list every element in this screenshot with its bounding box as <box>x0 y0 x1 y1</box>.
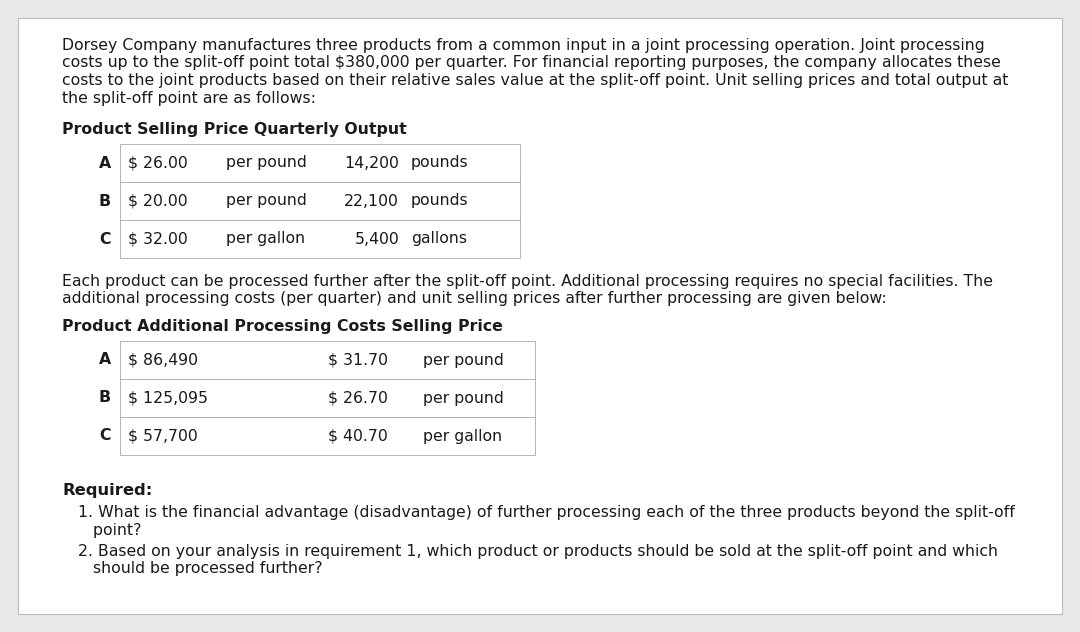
Text: pounds: pounds <box>411 193 469 209</box>
Bar <box>120 417 535 455</box>
Text: B: B <box>99 193 111 209</box>
Text: 22,100: 22,100 <box>345 193 399 209</box>
Text: $ 31.70: $ 31.70 <box>328 353 388 367</box>
Text: C: C <box>99 428 111 444</box>
Text: point?: point? <box>78 523 141 537</box>
Text: B: B <box>99 391 111 406</box>
Text: pounds: pounds <box>411 155 469 171</box>
Text: additional processing costs (per quarter) and unit selling prices after further : additional processing costs (per quarter… <box>62 291 887 307</box>
Text: Required:: Required: <box>62 483 152 498</box>
Text: the split-off point are as follows:: the split-off point are as follows: <box>62 90 316 106</box>
Text: Each product can be processed further after the split-off point. Additional proc: Each product can be processed further af… <box>62 274 993 289</box>
Bar <box>120 144 519 182</box>
Text: per pound: per pound <box>423 353 503 367</box>
Text: $ 26.70: $ 26.70 <box>328 391 388 406</box>
Bar <box>120 182 519 220</box>
Text: 1. What is the financial advantage (disadvantage) of further processing each of : 1. What is the financial advantage (disa… <box>78 505 1015 520</box>
Text: 14,200: 14,200 <box>345 155 399 171</box>
Text: $ 40.70: $ 40.70 <box>328 428 388 444</box>
Text: A: A <box>99 353 111 367</box>
Bar <box>120 379 535 417</box>
Text: A: A <box>99 155 111 171</box>
Text: $ 20.00: $ 20.00 <box>129 193 188 209</box>
Text: gallons: gallons <box>411 231 467 246</box>
Text: $ 26.00: $ 26.00 <box>129 155 188 171</box>
Text: 5,400: 5,400 <box>354 231 399 246</box>
Text: per gallon: per gallon <box>226 231 306 246</box>
Text: $ 86,490: $ 86,490 <box>129 353 198 367</box>
Text: should be processed further?: should be processed further? <box>78 561 323 576</box>
Bar <box>120 341 535 379</box>
Text: $ 57,700: $ 57,700 <box>129 428 198 444</box>
Text: Product Selling Price Quarterly Output: Product Selling Price Quarterly Output <box>62 122 407 137</box>
Text: costs up to the split-off point total $380,000 per quarter. For financial report: costs up to the split-off point total $3… <box>62 56 1001 71</box>
Text: $ 32.00: $ 32.00 <box>129 231 188 246</box>
Text: 2. Based on your analysis in requirement 1, which product or products should be : 2. Based on your analysis in requirement… <box>78 544 998 559</box>
Text: per gallon: per gallon <box>423 428 502 444</box>
Text: $ 125,095: $ 125,095 <box>129 391 208 406</box>
Text: C: C <box>99 231 111 246</box>
Text: per pound: per pound <box>423 391 503 406</box>
Text: per pound: per pound <box>226 193 307 209</box>
Text: per pound: per pound <box>226 155 307 171</box>
Text: costs to the joint products based on their relative sales value at the split-off: costs to the joint products based on the… <box>62 73 1009 88</box>
Bar <box>120 220 519 258</box>
Text: Product Additional Processing Costs Selling Price: Product Additional Processing Costs Sell… <box>62 319 503 334</box>
Text: Dorsey Company manufactures three products from a common input in a joint proces: Dorsey Company manufactures three produc… <box>62 38 985 53</box>
